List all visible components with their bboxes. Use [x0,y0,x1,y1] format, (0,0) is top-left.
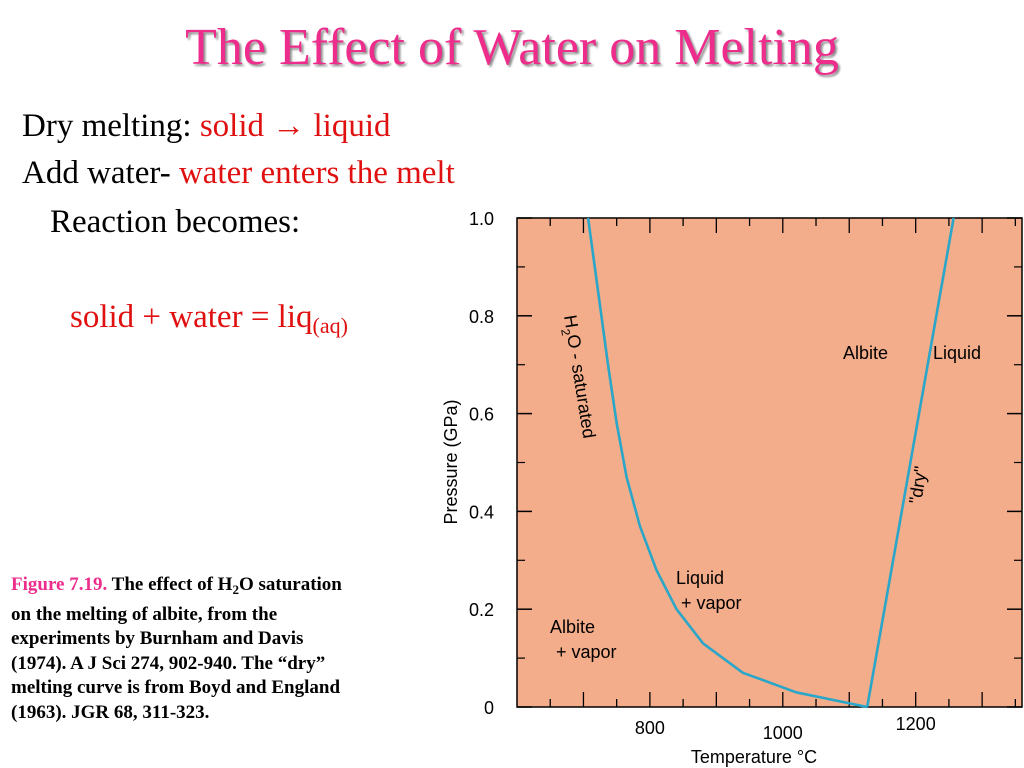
figure-caption: Figure 7.19. The effect of H2O saturatio… [11,573,363,725]
x-axis-label: Temperature °C [691,747,817,767]
x-tick-label: 1200 [896,714,936,734]
y-axis-label: Pressure (GPa) [441,399,461,524]
dry-melting-prefix: Dry melting: [22,108,200,144]
equation-subscript: (aq) [312,313,348,338]
y-tick-label: 0.4 [469,502,494,522]
add-water-prefix: Add water- [22,155,179,191]
h2o-saturated-curve [586,217,868,709]
x-tick-label: 800 [635,718,665,738]
albite-vapor-label-line2: + vapor [556,642,617,662]
reaction-becomes-line: Reaction becomes: [50,204,301,240]
dry-melting-reaction: solid → liquid [199,108,391,144]
plot-frame [516,217,1023,708]
y-tick-label: 0.2 [469,600,494,620]
liquid-label: Liquid [933,343,981,363]
liquid-vapor-label-line2: + vapor [681,593,742,613]
caption-text-a: The effect of H [107,574,233,595]
caption-subscript: 2 [232,582,239,597]
reaction-equation: solid + water = liq(aq) [70,299,348,339]
equation-main: solid + water = liq [70,299,313,335]
plot-area [517,218,1022,707]
add-water-line: Add water- water enters the melt [22,155,455,192]
figure-label: Figure 7.19. [11,574,108,595]
h2o-label-h: H [560,313,582,329]
albite-label: Albite [843,343,888,363]
dry-melting-line: Dry melting: solid → liquid [22,108,391,145]
dry-curve [865,217,955,708]
y-tick-label: 0.8 [469,307,494,327]
add-water-effect: water enters the melt [178,155,455,191]
albite-vapor-label-line1: Albite [550,617,595,637]
slide-title: The Effect of Water on Melting [185,19,839,76]
liquid-vapor-label-line1: Liquid [676,568,724,588]
h2o-label-sub: 2 [558,328,573,337]
y-tick-label: 0 [484,698,494,718]
y-tick-label: 0.6 [469,405,494,425]
caption-text-b: O saturation on the melting of albite, f… [11,574,342,723]
x-tick-label: 1000 [763,723,803,743]
y-tick-label: 1.0 [469,209,494,229]
